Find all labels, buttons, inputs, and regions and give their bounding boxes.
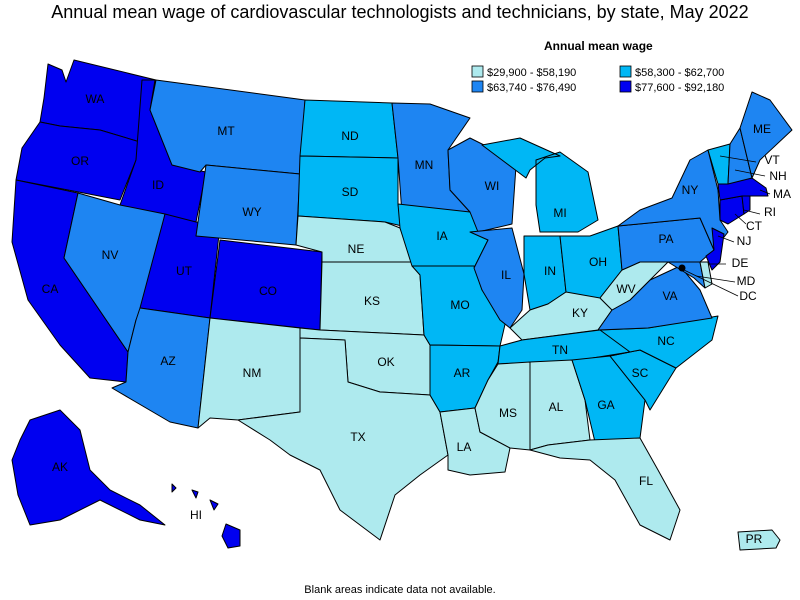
label-id: ID — [152, 178, 164, 192]
legend-title: Annual mean wage — [544, 39, 653, 53]
label-ct: CT — [746, 219, 763, 233]
label-co: CO — [259, 284, 277, 298]
label-tx: TX — [350, 430, 365, 444]
state-fl[interactable] — [529, 437, 681, 541]
legend-swatch-1 — [619, 65, 632, 78]
label-ak: AK — [52, 460, 68, 474]
label-mi: MI — [553, 206, 566, 220]
label-ca: CA — [42, 282, 59, 296]
state-ak[interactable] — [11, 409, 166, 526]
label-de: DE — [732, 256, 749, 270]
label-mo: MO — [450, 298, 469, 312]
label-ne: NE — [348, 242, 365, 256]
label-nd: ND — [341, 129, 359, 143]
label-md: MD — [737, 274, 756, 288]
label-ny: NY — [682, 183, 699, 197]
state-mi[interactable] — [481, 137, 599, 233]
label-ia: IA — [436, 229, 447, 243]
label-az: AZ — [160, 354, 175, 368]
legend-swatch-3 — [619, 80, 632, 93]
footnote: Blank areas indicate data not available. — [304, 584, 496, 596]
label-dc: DC — [739, 289, 757, 303]
state-me[interactable] — [739, 91, 793, 179]
label-ga: GA — [597, 398, 614, 412]
legend-label-3: $77,600 - $92,180 — [635, 82, 724, 94]
label-la: LA — [457, 440, 472, 454]
label-tn: TN — [552, 343, 568, 357]
state-hi[interactable] — [171, 483, 241, 549]
label-ky: KY — [572, 306, 588, 320]
state-ny[interactable] — [617, 149, 729, 251]
label-mn: MN — [415, 158, 434, 172]
label-nc: NC — [657, 334, 675, 348]
territory-pr[interactable] — [737, 529, 781, 551]
label-sc: SC — [632, 366, 649, 380]
label-pa: PA — [658, 232, 673, 246]
label-ar: AR — [454, 366, 471, 380]
legend-swatch-0 — [471, 65, 484, 78]
legend-label-2: $63,740 - $76,490 — [487, 82, 576, 94]
label-sd: SD — [342, 185, 359, 199]
state-md[interactable] — [639, 261, 706, 289]
label-me: ME — [753, 122, 771, 136]
label-oh: OH — [589, 255, 607, 269]
label-nj: NJ — [737, 234, 752, 248]
label-vt: VT — [764, 153, 780, 167]
label-il: IL — [501, 268, 511, 282]
label-in: IN — [544, 264, 556, 278]
leader-lines — [683, 155, 771, 297]
dc-marker[interactable] — [678, 264, 686, 272]
state-wi[interactable] — [447, 137, 517, 233]
label-ma: MA — [773, 187, 791, 201]
label-wv: WV — [616, 282, 635, 296]
legend-label-0: $29,900 - $58,190 — [487, 67, 576, 79]
label-wi: WI — [485, 179, 500, 193]
state-labels: WA OR CA ID NV UT AZ MT WY CO NM ND SD N… — [42, 92, 791, 546]
state-tx[interactable] — [237, 337, 449, 541]
label-nv: NV — [102, 248, 119, 262]
label-nh: NH — [769, 169, 786, 183]
state-ct[interactable] — [719, 195, 745, 225]
label-wa: WA — [86, 92, 105, 106]
legend-swatch-2 — [471, 80, 484, 93]
label-ms: MS — [499, 406, 517, 420]
label-va: VA — [662, 289, 677, 303]
state-nj[interactable] — [705, 227, 725, 271]
label-ri: RI — [764, 205, 776, 219]
label-pr: PR — [746, 532, 763, 546]
label-al: AL — [549, 400, 564, 414]
label-nm: NM — [243, 366, 262, 380]
label-ok: OK — [377, 355, 394, 369]
label-ut: UT — [176, 264, 193, 278]
label-hi: HI — [190, 508, 202, 522]
label-or: OR — [71, 154, 89, 168]
legend-label-1: $58,300 - $62,700 — [635, 67, 724, 79]
map-title: Annual mean wage of cardiovascular techn… — [51, 2, 749, 22]
label-fl: FL — [639, 474, 653, 488]
legend: Annual mean wage $29,900 - $58,190 $58,3… — [471, 39, 724, 94]
label-wy: WY — [242, 205, 261, 219]
state-ut[interactable] — [139, 213, 221, 319]
state-il[interactable] — [469, 227, 525, 329]
label-ks: KS — [364, 294, 380, 308]
label-mt: MT — [217, 124, 235, 138]
